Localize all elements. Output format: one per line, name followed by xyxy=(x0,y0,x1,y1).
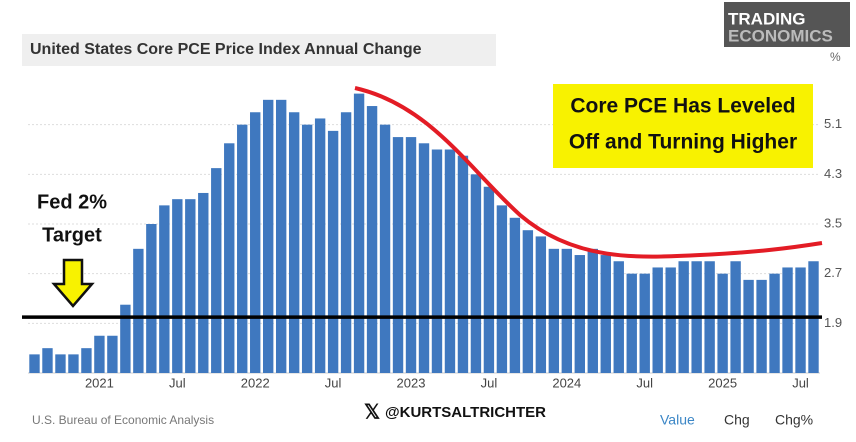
bar xyxy=(288,112,300,373)
bar xyxy=(211,168,222,373)
bar xyxy=(405,137,417,373)
bar xyxy=(665,267,676,373)
x-tick-label: 2022 xyxy=(241,375,270,390)
annotation: Off and Turning Higher xyxy=(569,131,797,154)
bar xyxy=(275,99,287,373)
bar xyxy=(81,348,92,373)
bar xyxy=(587,248,598,373)
x-tick-label: 2024 xyxy=(552,375,581,390)
plot: 1.9 2.7 3.5 4.3 5.1 2021 Jul 2022 Jul 2023 Jul 2024… xyxy=(22,93,842,390)
bar xyxy=(483,186,495,373)
bar xyxy=(639,273,650,373)
x-tick-label: Jul xyxy=(792,375,809,390)
bar xyxy=(185,199,196,373)
bar xyxy=(327,130,339,373)
bar xyxy=(535,236,547,373)
bar xyxy=(795,267,806,373)
bar xyxy=(496,205,508,373)
bar xyxy=(146,224,157,373)
bar xyxy=(237,124,248,374)
y-tick-label: 4.3 xyxy=(824,166,842,181)
x-logo: 𝕏 xyxy=(364,401,380,423)
bar xyxy=(457,155,469,373)
bar xyxy=(314,118,326,373)
watermark: @KURTSALTRICHTER xyxy=(385,404,546,421)
bar xyxy=(159,205,170,373)
bar xyxy=(379,124,391,374)
bar xyxy=(94,335,105,373)
bar xyxy=(68,354,79,373)
source: U.S. Bureau of Economic Analysis xyxy=(32,413,214,427)
bar xyxy=(717,273,728,373)
bar xyxy=(224,143,235,373)
target-label: Fed 2% xyxy=(37,191,107,213)
bar xyxy=(561,248,573,373)
y-tick-label: 1.9 xyxy=(824,315,842,330)
annotation-box xyxy=(553,84,813,168)
bar xyxy=(600,255,611,373)
brand: TRADING xyxy=(728,9,805,28)
x-tick-label: Jul xyxy=(169,375,186,390)
x-tick-label: Jul xyxy=(481,375,498,390)
x-tick-label: Jul xyxy=(636,375,653,390)
tab[interactable]: Value xyxy=(660,412,695,428)
x-tick-label: Jul xyxy=(325,375,342,390)
bar xyxy=(340,112,352,373)
bar xyxy=(198,192,209,373)
bar xyxy=(769,273,780,373)
y-tick-label: 3.5 xyxy=(824,215,842,230)
bar xyxy=(392,137,404,373)
bar xyxy=(652,267,663,373)
x-tick-label: 2023 xyxy=(397,375,426,390)
bar xyxy=(55,354,66,373)
bar xyxy=(133,248,144,373)
y-tick-label: 2.7 xyxy=(824,265,842,280)
brand-box xyxy=(724,2,850,47)
x-tick-label: 2021 xyxy=(85,375,114,390)
bar xyxy=(366,106,378,374)
bar xyxy=(353,93,365,373)
bar xyxy=(418,143,430,373)
bar xyxy=(522,230,534,373)
annotation: Core PCE Has Leveled xyxy=(570,95,795,118)
trend-curve xyxy=(354,86,823,259)
bar xyxy=(782,267,793,373)
x-tick-label: 2025 xyxy=(708,375,737,390)
bar xyxy=(42,348,53,373)
bar xyxy=(470,174,482,373)
bar xyxy=(574,255,585,373)
y-tick-label: 5.1 xyxy=(824,116,842,131)
bar xyxy=(250,112,261,373)
unit: % xyxy=(830,50,841,64)
bar xyxy=(548,248,560,373)
bar xyxy=(172,199,183,373)
arrow xyxy=(51,258,95,308)
bar xyxy=(756,279,767,373)
bar xyxy=(509,217,521,373)
tab[interactable]: Chg% xyxy=(775,412,813,428)
bar xyxy=(431,149,443,373)
chart-title: United States Core PCE Price Index Annua… xyxy=(30,41,422,58)
title-box xyxy=(22,34,496,66)
bar xyxy=(120,304,131,373)
bar xyxy=(263,99,274,373)
bar xyxy=(107,335,118,373)
tab[interactable]: Chg xyxy=(724,412,750,428)
bar xyxy=(743,279,754,373)
bar xyxy=(444,149,456,373)
bar xyxy=(29,354,40,373)
target-label: Target xyxy=(42,224,102,246)
brand: ECONOMICS xyxy=(728,26,833,45)
bar xyxy=(626,273,637,373)
bar xyxy=(301,124,313,374)
